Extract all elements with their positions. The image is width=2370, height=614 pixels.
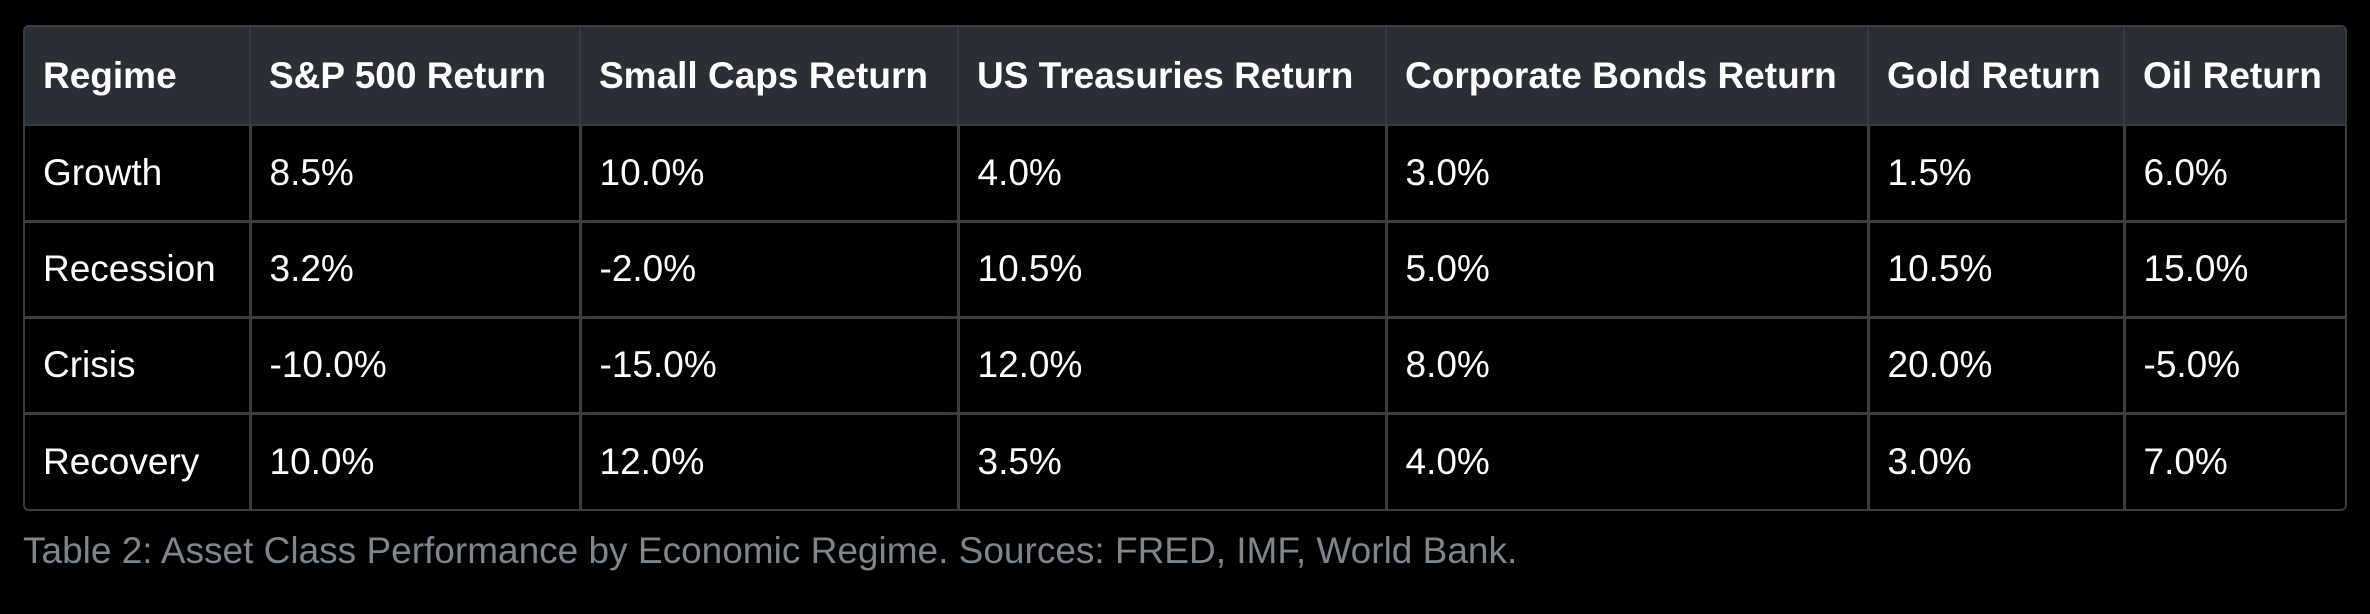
cell-regime: Recovery bbox=[25, 413, 252, 509]
cell-oil-return: 15.0% bbox=[2124, 221, 2345, 319]
cell-sp500-return: 3.2% bbox=[250, 221, 582, 319]
cell-corporate-bonds-return: 3.0% bbox=[1386, 125, 1870, 223]
column-header-oil-return: Oil Return bbox=[2124, 27, 2345, 126]
column-header-corporate-bonds-return: Corporate Bonds Return bbox=[1386, 27, 1869, 126]
column-header-small-caps-return: Small Caps Return bbox=[580, 27, 959, 126]
cell-sp500-return: 10.0% bbox=[250, 413, 582, 509]
cell-small-caps-return: -15.0% bbox=[580, 317, 960, 415]
cell-regime: Recession bbox=[25, 221, 252, 319]
cell-regime: Growth bbox=[25, 125, 252, 223]
cell-oil-return: -5.0% bbox=[2124, 317, 2345, 415]
cell-us-treasuries-return: 12.0% bbox=[958, 317, 1388, 415]
table-row: Growth 8.5% 10.0% 4.0% 3.0% 1.5% 6.0% bbox=[25, 125, 2345, 223]
cell-us-treasuries-return: 10.5% bbox=[958, 221, 1388, 319]
cell-corporate-bonds-return: 8.0% bbox=[1386, 317, 1870, 415]
table-row: Crisis -10.0% -15.0% 12.0% 8.0% 20.0% -5… bbox=[25, 317, 2345, 415]
cell-small-caps-return: 10.0% bbox=[580, 125, 960, 223]
cell-oil-return: 6.0% bbox=[2124, 125, 2345, 223]
cell-us-treasuries-return: 3.5% bbox=[958, 413, 1388, 509]
column-header-us-treasuries-return: US Treasuries Return bbox=[958, 27, 1387, 126]
cell-us-treasuries-return: 4.0% bbox=[958, 125, 1388, 223]
cell-corporate-bonds-return: 5.0% bbox=[1386, 221, 1870, 319]
cell-sp500-return: 8.5% bbox=[250, 125, 582, 223]
table-row: Recovery 10.0% 12.0% 3.5% 4.0% 3.0% 7.0% bbox=[25, 413, 2345, 509]
cell-small-caps-return: 12.0% bbox=[580, 413, 960, 509]
asset-performance-table: Regime S&P 500 Return Small Caps Return … bbox=[25, 27, 2345, 509]
cell-gold-return: 3.0% bbox=[1868, 413, 2126, 509]
cell-oil-return: 7.0% bbox=[2143, 440, 2228, 482]
column-header-gold-return: Gold Return bbox=[1868, 27, 2125, 126]
data-table-container: Regime S&P 500 Return Small Caps Return … bbox=[23, 25, 2347, 511]
cell-gold-return: 1.5% bbox=[1868, 125, 2126, 223]
cell-sp500-return: -10.0% bbox=[250, 317, 582, 415]
header-row: Regime S&P 500 Return Small Caps Return … bbox=[25, 27, 2345, 126]
table-header: Regime S&P 500 Return Small Caps Return … bbox=[25, 27, 2345, 126]
table-caption: Table 2: Asset Class Performance by Econ… bbox=[23, 530, 1518, 571]
cell-corporate-bonds-return: 4.0% bbox=[1386, 413, 1870, 509]
column-header-sp500-return: S&P 500 Return bbox=[250, 27, 581, 126]
cell-regime: Crisis bbox=[25, 317, 252, 415]
table-row: Recession 3.2% -2.0% 10.5% 5.0% 10.5% 15… bbox=[25, 221, 2345, 319]
table-body: Growth 8.5% 10.0% 4.0% 3.0% 1.5% 6.0% Re… bbox=[25, 125, 2345, 509]
cell-gold-return: 20.0% bbox=[1868, 317, 2126, 415]
column-header-regime: Regime bbox=[25, 27, 251, 126]
cell-gold-return: 10.5% bbox=[1868, 221, 2126, 319]
cell-small-caps-return: -2.0% bbox=[580, 221, 960, 319]
